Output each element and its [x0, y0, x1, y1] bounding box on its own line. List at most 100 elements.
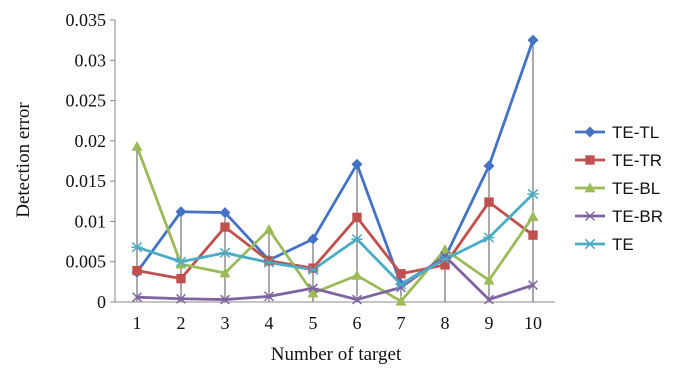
- data-point-x: [585, 211, 595, 221]
- x-stroke: [352, 294, 362, 305]
- data-point-star: [131, 242, 143, 253]
- data-point-star: [263, 257, 275, 268]
- data-point-square: [176, 273, 186, 284]
- y-tick-label: 0.005: [66, 252, 107, 272]
- data-point-square: [220, 222, 230, 232]
- data-point-triangle: [483, 274, 495, 285]
- data-point-x: [176, 293, 186, 304]
- x-stroke: [176, 293, 186, 304]
- axes: [114, 20, 555, 303]
- legend-item: TE-TR: [575, 151, 662, 170]
- legend-label: TE-BL: [612, 179, 660, 198]
- data-point-star: [439, 254, 451, 265]
- data-point-diamond: [307, 233, 319, 245]
- data-point-diamond: [483, 160, 495, 172]
- legend-item: TE-BR: [575, 207, 663, 226]
- data-point-star: [395, 279, 407, 290]
- series-line: [135, 146, 535, 303]
- legend: TE-TL TE-TR TE-BL TE-BR TE: [575, 123, 663, 254]
- x-tick-label: 6: [353, 313, 362, 333]
- data-point-triangle: [131, 140, 143, 151]
- x-stroke: [484, 294, 494, 305]
- data-point-square: [585, 155, 595, 165]
- data-point-x: [484, 294, 494, 305]
- x-tick-label: 4: [265, 313, 274, 333]
- data-point-triangle: [219, 267, 231, 278]
- series-lines: [135, 39, 535, 303]
- series-line: [136, 193, 534, 286]
- data-point-x: [352, 294, 362, 305]
- data-point-triangle: [175, 258, 187, 269]
- x-stroke: [264, 291, 274, 302]
- x-tick-labels: 1 2 3 4 5 6 7 8 9 10: [133, 313, 543, 333]
- data-point-triangle: [307, 287, 319, 298]
- x-axis-title: Number of target: [271, 344, 402, 365]
- series-line: [136, 254, 534, 301]
- data-point-triangle: [439, 244, 451, 255]
- data-point-star: [219, 247, 231, 259]
- legend-item: TE: [575, 235, 634, 254]
- y-tick-label: 0.02: [75, 131, 107, 151]
- y-tick-label: 0.035: [66, 10, 107, 30]
- data-point-square: [484, 197, 494, 207]
- series-line: [136, 200, 534, 281]
- data-point-triangle: [351, 269, 363, 280]
- y-tick-label: 0.03: [75, 50, 107, 70]
- data-point-triangle: [584, 182, 596, 193]
- data-point-square: [528, 230, 538, 240]
- data-point-star: [351, 233, 363, 245]
- y-tick-label: 0.015: [66, 171, 107, 191]
- data-point-diamond: [351, 158, 363, 170]
- x-tick-label: 7: [397, 313, 406, 333]
- legend-item: TE-TL: [575, 123, 659, 142]
- legend-label: TE-TR: [612, 151, 662, 170]
- data-point-square: [396, 269, 406, 279]
- data-point-x: [308, 283, 318, 294]
- data-point-triangle: [263, 223, 275, 234]
- legend-item: TE-BL: [575, 179, 660, 198]
- series-markers: [131, 34, 539, 306]
- data-point-diamond: [175, 206, 187, 218]
- data-point-star: [584, 238, 596, 250]
- legend-label: TE: [612, 235, 634, 254]
- data-point-square: [352, 212, 362, 223]
- x-stroke: [308, 283, 318, 294]
- data-point-diamond: [219, 207, 231, 219]
- data-point-square: [308, 263, 318, 273]
- x-tick-label: 2: [177, 313, 186, 333]
- x-tick-label: 3: [221, 313, 230, 333]
- x-tick-label: 8: [441, 313, 450, 333]
- x-stroke: [528, 280, 538, 291]
- data-point-x: [528, 280, 538, 291]
- data-point-x: [220, 294, 230, 305]
- data-point-x: [264, 291, 274, 302]
- x-tick-label: 9: [485, 313, 494, 333]
- data-point-star: [175, 256, 187, 267]
- y-axis-title: Detection error: [13, 102, 34, 218]
- data-point-star: [527, 188, 539, 200]
- y-tick-labels: 0 0.005 0.01 0.015 0.02 0.025 0.03 0.035: [66, 10, 115, 312]
- data-point-square: [264, 256, 274, 266]
- legend-label: TE-TL: [612, 123, 659, 142]
- data-point-triangle: [527, 211, 539, 221]
- data-point-x: [132, 292, 142, 303]
- data-point-diamond: [527, 34, 539, 46]
- data-point-triangle: [395, 295, 407, 306]
- x-stroke: [132, 292, 142, 303]
- data-point-star: [483, 232, 495, 243]
- y-tick-label: 0.01: [75, 211, 107, 231]
- x-tick-label: 10: [524, 313, 542, 333]
- data-point-star: [307, 264, 319, 275]
- data-point-diamond: [584, 126, 596, 138]
- data-point-square: [440, 260, 450, 270]
- legend-label: TE-BR: [612, 207, 663, 226]
- y-tick-label: 0: [97, 292, 106, 312]
- y-tick-label: 0.025: [66, 91, 107, 111]
- x-tick-label: 1: [133, 313, 142, 333]
- x-stroke: [220, 294, 230, 305]
- x-tick-label: 5: [309, 313, 318, 333]
- data-point-square: [132, 265, 142, 276]
- series-line: [135, 39, 535, 286]
